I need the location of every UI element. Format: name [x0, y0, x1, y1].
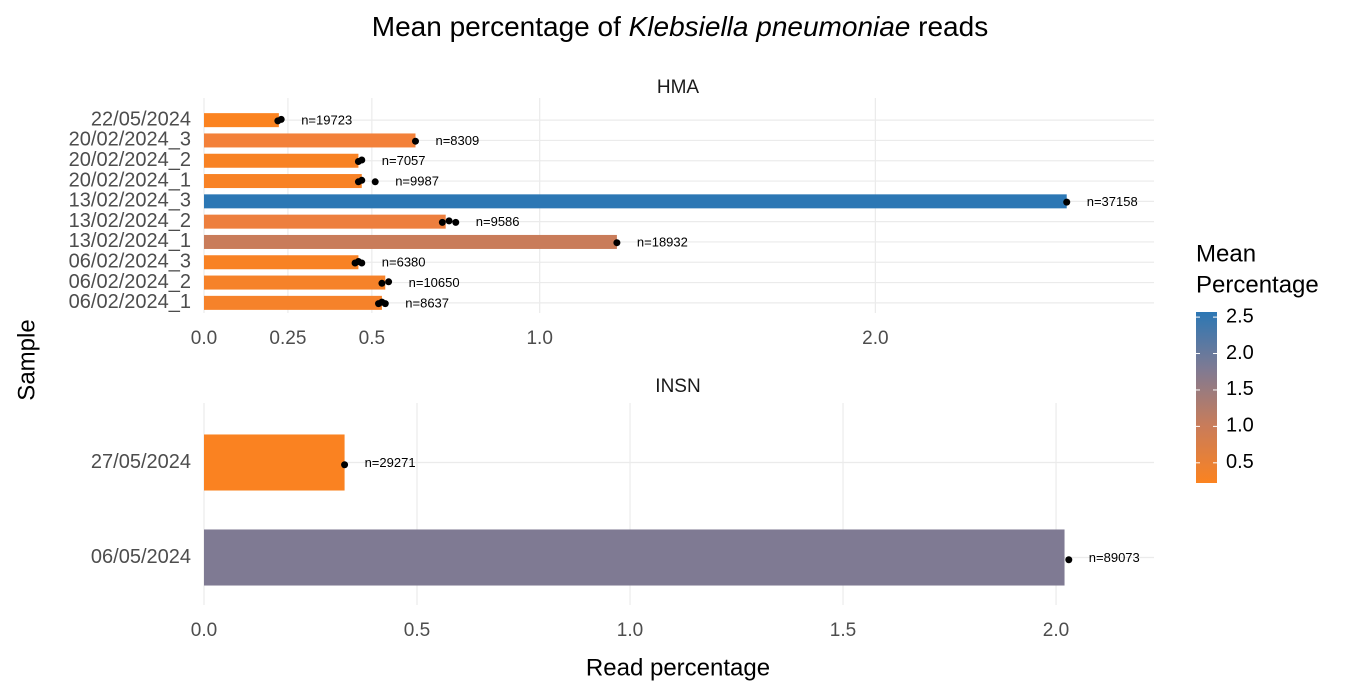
x-tick-label: 0.0 — [191, 620, 217, 641]
facet-title: HMA — [657, 77, 700, 98]
annotation: n=10650 — [409, 275, 460, 290]
bar — [204, 153, 359, 168]
y-tick-label: 06/02/2024_1 — [69, 291, 191, 313]
y-tick-label: 06/02/2024_3 — [69, 251, 191, 273]
legend-label: 1.0 — [1226, 415, 1254, 437]
point — [381, 300, 389, 308]
point — [385, 278, 393, 286]
point — [277, 115, 285, 123]
y-tick-label: 22/05/2024 — [91, 108, 191, 130]
y-tick-label: 06/05/2024 — [91, 546, 191, 568]
point — [438, 218, 446, 226]
bar — [204, 174, 362, 189]
annotation: n=37158 — [1087, 194, 1138, 209]
colorbar — [1196, 312, 1217, 483]
legend-label: 2.0 — [1226, 342, 1254, 364]
y-tick-label: 20/02/2024_1 — [69, 169, 191, 191]
bar — [204, 234, 617, 249]
x-tick-label: 1.0 — [526, 328, 552, 349]
legend-title: Mean — [1196, 240, 1256, 267]
bar — [204, 434, 345, 491]
bar — [204, 275, 386, 290]
x-tick-label: 1.0 — [617, 620, 643, 641]
x-tick-label: 1.5 — [830, 620, 856, 641]
chart-title: Mean percentage of Klebsiella pneumoniae… — [372, 11, 988, 42]
title-part: Mean percentage of — [372, 11, 629, 42]
point — [445, 217, 453, 225]
annotation: n=89073 — [1089, 550, 1140, 565]
annotation: n=18932 — [637, 234, 688, 249]
legend-title: Percentage — [1196, 271, 1319, 298]
legend-label: 1.5 — [1226, 378, 1254, 400]
y-tick-label: 27/05/2024 — [91, 451, 191, 473]
annotation: n=9987 — [395, 173, 439, 188]
bar — [204, 295, 382, 310]
annotation: n=19723 — [301, 113, 352, 128]
y-tick-label: 06/02/2024_2 — [69, 271, 191, 293]
point — [358, 156, 366, 164]
x-tick-label: 0.0 — [191, 328, 217, 349]
annotation: n=6380 — [382, 255, 426, 270]
point — [358, 259, 366, 267]
title-part: Klebsiella pneumoniae — [629, 11, 911, 42]
annotation: n=8309 — [435, 133, 479, 148]
y-tick-label: 13/02/2024_2 — [69, 210, 191, 232]
y-tick-label: 20/02/2024_2 — [69, 149, 191, 171]
x-axis-title: Read percentage — [586, 654, 770, 681]
point — [1063, 198, 1071, 206]
x-tick-label: 0.25 — [269, 328, 306, 349]
point — [452, 218, 460, 226]
bar — [204, 113, 279, 128]
annotation: n=7057 — [382, 153, 426, 168]
x-tick-label: 0.5 — [404, 620, 430, 641]
annotation: n=29271 — [365, 455, 416, 470]
bar — [204, 529, 1065, 586]
y-axis-title: Sample — [13, 319, 40, 400]
x-tick-label: 0.5 — [359, 328, 385, 349]
annotation: n=9586 — [476, 214, 520, 229]
legend-label: 2.5 — [1226, 305, 1254, 327]
point — [378, 279, 386, 287]
point — [613, 239, 621, 247]
point — [1065, 556, 1073, 564]
y-tick-label: 13/02/2024_3 — [69, 190, 191, 212]
bar — [204, 255, 359, 270]
legend-label: 0.5 — [1226, 451, 1254, 473]
y-tick-label: 13/02/2024_1 — [69, 230, 191, 252]
point — [358, 176, 366, 184]
bar — [204, 194, 1067, 209]
x-tick-label: 2.0 — [862, 328, 888, 349]
point — [341, 461, 349, 469]
point — [371, 178, 379, 186]
title-part: reads — [910, 11, 988, 42]
facet-title: INSN — [655, 376, 700, 397]
bar — [204, 214, 446, 229]
x-tick-label: 2.0 — [1043, 620, 1069, 641]
y-tick-label: 20/02/2024_3 — [69, 129, 191, 151]
point — [411, 137, 419, 145]
bar — [204, 133, 416, 148]
annotation: n=8637 — [405, 295, 449, 310]
